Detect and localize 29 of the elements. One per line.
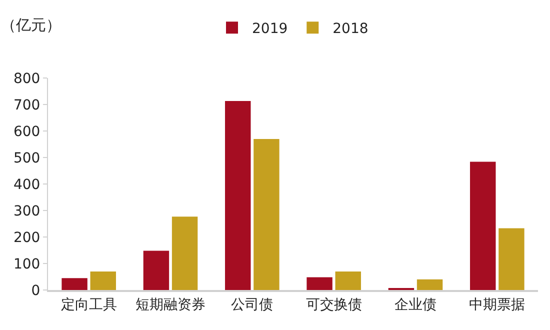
bar	[306, 277, 332, 290]
bar	[498, 228, 524, 290]
bar	[143, 250, 170, 290]
y-tick-label: 500	[13, 150, 40, 166]
bar	[335, 271, 361, 290]
bar	[172, 216, 198, 290]
x-tick-label: 定向工具	[60, 296, 117, 313]
legend-label: 2018	[332, 21, 368, 38]
y-tick-label: 0	[31, 282, 40, 299]
y-tick-label: 800	[13, 70, 40, 87]
bar	[416, 279, 443, 290]
y-tick-label: 200	[13, 230, 40, 246]
y-tick-label: 100	[13, 256, 40, 272]
x-tick-label: 中期票据	[469, 296, 526, 313]
bar	[470, 162, 496, 290]
y-tick-label: 400	[13, 176, 40, 193]
x-tick-label: 公司债	[231, 296, 274, 313]
x-tick-label: 可交换债	[306, 296, 362, 313]
bar	[90, 271, 116, 290]
x-tick-label: 企业债	[394, 296, 436, 313]
x-tick-label: 短期融资券	[136, 296, 206, 313]
y-tick-label: 300	[13, 203, 40, 220]
y-axis-title: （亿元）	[1, 16, 61, 34]
bar	[254, 138, 280, 290]
bar	[62, 278, 88, 290]
y-tick-label: 600	[13, 124, 40, 140]
y-tick-label: 700	[13, 97, 40, 114]
legend-label: 2019	[252, 21, 288, 38]
bar	[225, 101, 251, 290]
